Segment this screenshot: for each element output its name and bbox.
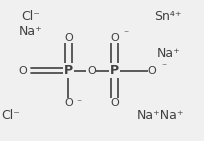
Text: Cl⁻: Cl⁻ <box>21 10 40 23</box>
Text: ⁻: ⁻ <box>76 98 81 108</box>
Text: O: O <box>64 33 73 43</box>
Text: O: O <box>148 66 156 75</box>
Text: O: O <box>18 66 27 75</box>
Text: Na⁺: Na⁺ <box>156 47 180 60</box>
Text: Cl⁻: Cl⁻ <box>1 109 20 122</box>
Text: Sn⁴⁺: Sn⁴⁺ <box>154 10 182 23</box>
Text: P: P <box>110 64 119 77</box>
Text: Na⁺Na⁺: Na⁺Na⁺ <box>136 109 184 122</box>
Text: Na⁺: Na⁺ <box>19 25 42 38</box>
Text: O: O <box>110 33 119 43</box>
Text: O: O <box>110 98 119 108</box>
Text: P: P <box>64 64 73 77</box>
Text: O: O <box>64 98 73 108</box>
Text: O: O <box>87 66 96 75</box>
Text: ⁻: ⁻ <box>124 29 129 39</box>
Text: ⁻: ⁻ <box>162 63 167 73</box>
